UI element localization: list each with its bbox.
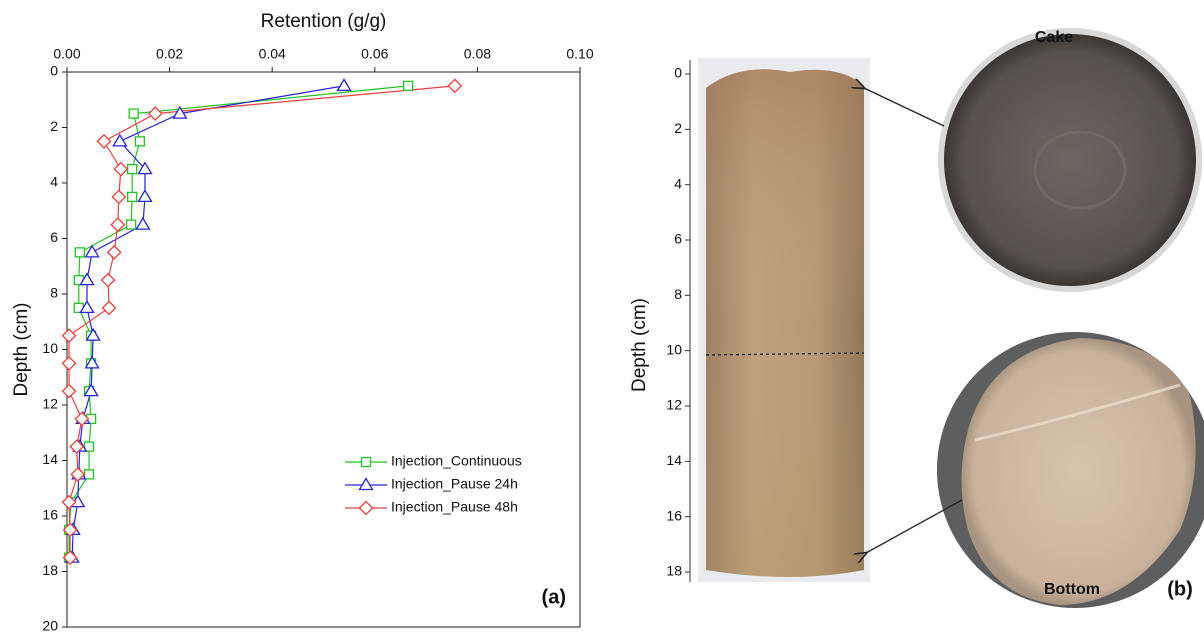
- marker: [100, 272, 116, 288]
- marker: [128, 108, 139, 119]
- marker: [69, 439, 85, 455]
- y-tick-label: 16: [666, 507, 682, 523]
- x-tick-label: 0.04: [259, 46, 286, 62]
- y-tick-label: 12: [42, 396, 58, 412]
- cake-ring: [1033, 130, 1127, 210]
- marker: [402, 80, 414, 92]
- marker: [358, 500, 374, 516]
- marker: [84, 355, 100, 369]
- y-tick-label: 6: [674, 231, 682, 247]
- legend-label: Injection_Pause 48h: [391, 499, 518, 515]
- y-tick-label: 20: [42, 618, 58, 634]
- y-tick-label: 14: [42, 451, 58, 467]
- marker: [106, 244, 122, 260]
- marker: [84, 244, 100, 258]
- y-axis-title: Depth (cm): [11, 303, 32, 397]
- x-tick-label: 0.02: [156, 46, 183, 62]
- marker: [137, 189, 153, 203]
- marker: [336, 78, 352, 92]
- marker: [447, 78, 463, 94]
- sand-column-shade: [706, 69, 864, 577]
- marker: [101, 300, 117, 316]
- marker: [111, 189, 127, 205]
- marker: [83, 469, 95, 480]
- bottom-arrow: [866, 499, 963, 553]
- y-tick-label: 8: [674, 286, 682, 302]
- y-tick-label: 2: [674, 120, 682, 136]
- marker: [125, 219, 137, 230]
- marker: [112, 133, 128, 147]
- plot-frame: [66, 71, 581, 628]
- marker: [61, 494, 77, 510]
- marker: [134, 136, 145, 147]
- marker: [61, 383, 77, 399]
- series-line: [68, 85, 409, 558]
- marker: [127, 191, 138, 203]
- marker: [113, 161, 129, 177]
- y-tick-label: 10: [42, 340, 58, 356]
- marker: [96, 133, 112, 149]
- marker: [79, 272, 95, 286]
- y-tick-label: 0: [674, 65, 682, 81]
- y-tick-label: 4: [674, 175, 682, 191]
- marker: [360, 456, 372, 468]
- marker: [127, 163, 138, 175]
- marker: [79, 300, 95, 314]
- legend-label: Injection_Pause 24h: [391, 476, 518, 492]
- marker: [358, 477, 374, 491]
- x-tick-label: 0.10: [566, 46, 593, 62]
- panel-label: (b): [1167, 578, 1193, 600]
- marker: [61, 328, 77, 344]
- marker: [137, 161, 153, 175]
- marker: [85, 327, 101, 341]
- annotation: Cake: [1035, 29, 1073, 46]
- y-tick-label: 0: [50, 63, 58, 79]
- cake-arrow: [864, 88, 945, 127]
- bottom-crack: [974, 383, 1181, 442]
- y-tick-label: 18: [666, 563, 682, 579]
- marker: [83, 383, 99, 397]
- cake-sample: [944, 34, 1196, 286]
- marker: [61, 355, 77, 371]
- marker: [74, 411, 90, 427]
- marker: [74, 247, 85, 258]
- y-tick-label: 14: [666, 452, 682, 468]
- photo: [689, 28, 1204, 608]
- marker: [62, 522, 78, 538]
- y-tick-label: 8: [50, 285, 58, 301]
- x-tick-label: 0.00: [53, 46, 80, 62]
- annotation: Bottom: [1044, 581, 1100, 598]
- marker: [70, 466, 86, 482]
- x-tick-label: 0.08: [464, 46, 491, 62]
- marker: [83, 441, 95, 452]
- marker: [62, 550, 78, 566]
- y-tick-label: 10: [666, 341, 682, 357]
- panel-label: (a): [542, 586, 566, 608]
- y-axis-title: Depth (cm): [629, 298, 650, 392]
- x-tick-label: 0.06: [361, 46, 388, 62]
- bottom-sample: [961, 338, 1196, 605]
- marker: [135, 216, 151, 230]
- legend-label: Injection_Continuous: [391, 453, 522, 469]
- dashed-divider: [705, 352, 865, 356]
- y-tick-label: 16: [42, 507, 58, 523]
- y-tick-label: 12: [666, 397, 682, 413]
- x-axis-title: Retention (g/g): [261, 11, 387, 32]
- y-tick-label: 2: [50, 118, 58, 134]
- y-tick-label: 6: [50, 229, 58, 245]
- marker: [147, 106, 163, 122]
- marker: [172, 105, 188, 119]
- marker: [110, 217, 126, 233]
- y-tick-label: 18: [42, 562, 58, 578]
- y-tick-label: 4: [50, 174, 58, 190]
